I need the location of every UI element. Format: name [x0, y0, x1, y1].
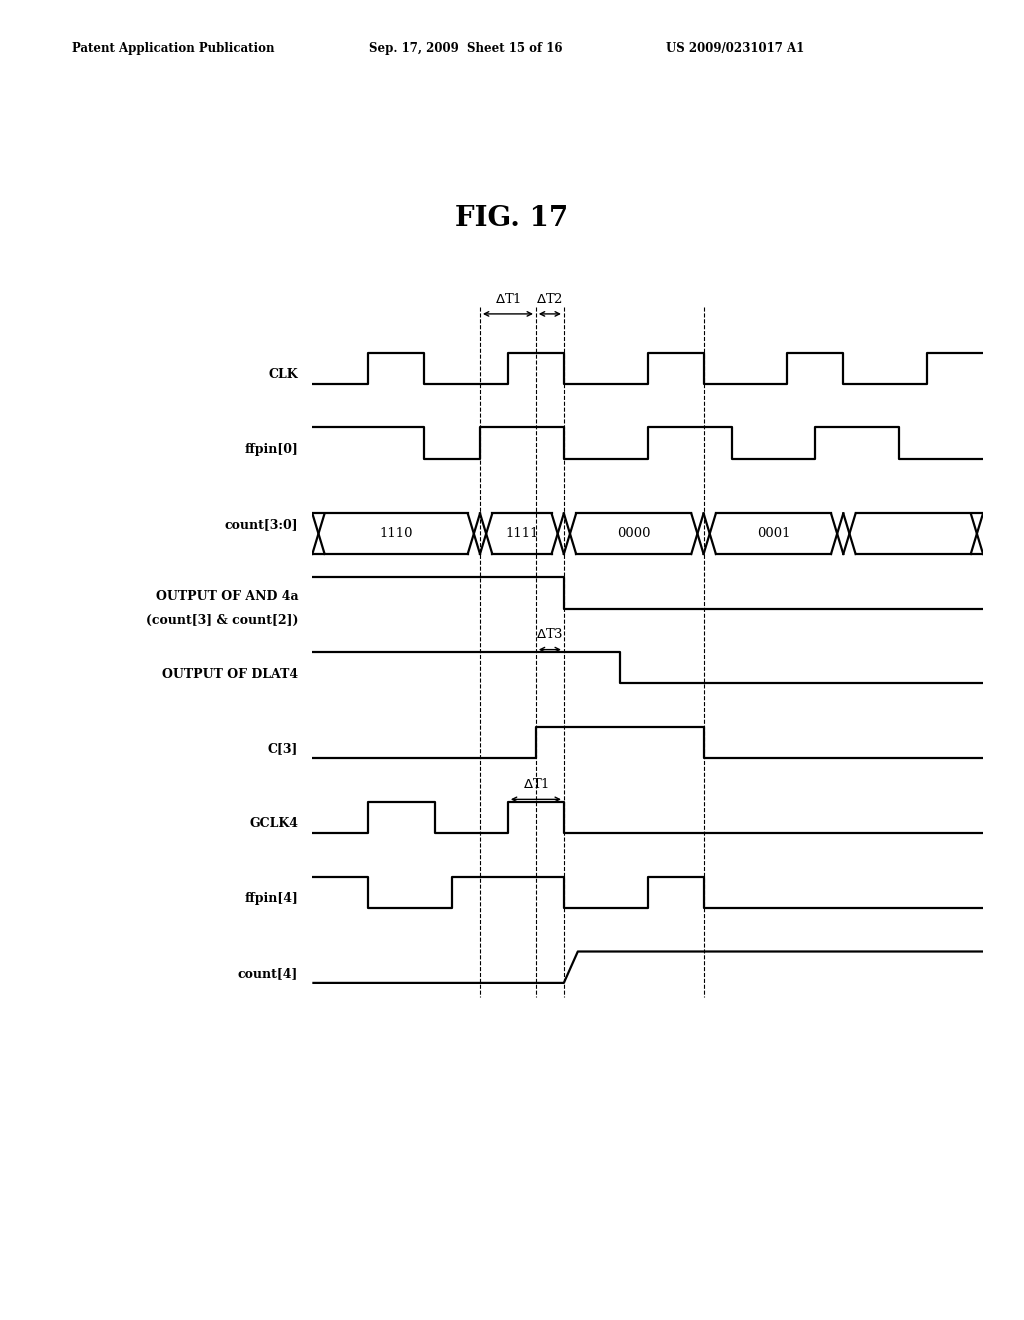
Text: ffpin[4]: ffpin[4] [245, 892, 298, 906]
Text: ffpin[0]: ffpin[0] [245, 444, 298, 455]
Text: C[3]: C[3] [268, 742, 298, 755]
Text: OUTPUT OF AND 4a: OUTPUT OF AND 4a [156, 590, 298, 603]
Text: 0000: 0000 [616, 527, 650, 540]
Text: count[4]: count[4] [238, 968, 298, 979]
Text: Patent Application Publication: Patent Application Publication [72, 42, 274, 55]
Text: FIG. 17: FIG. 17 [456, 205, 568, 231]
Text: $\Delta$T1: $\Delta$T1 [495, 292, 521, 306]
Text: (count[3] & count[2]): (count[3] & count[2]) [145, 614, 298, 627]
Text: US 2009/0231017 A1: US 2009/0231017 A1 [666, 42, 804, 55]
Text: count[3:0]: count[3:0] [224, 517, 298, 531]
Text: 0001: 0001 [757, 527, 791, 540]
Text: Sep. 17, 2009  Sheet 15 of 16: Sep. 17, 2009 Sheet 15 of 16 [369, 42, 562, 55]
Text: CLK: CLK [268, 368, 298, 381]
Text: $\Delta$T1: $\Delta$T1 [522, 777, 549, 791]
Text: GCLK4: GCLK4 [250, 817, 298, 830]
Text: 1110: 1110 [380, 527, 413, 540]
Text: $\Delta$T3: $\Delta$T3 [537, 627, 563, 642]
Text: OUTPUT OF DLAT4: OUTPUT OF DLAT4 [162, 668, 298, 681]
Text: 1111: 1111 [505, 527, 539, 540]
Text: $\Delta$T2: $\Delta$T2 [537, 292, 563, 306]
